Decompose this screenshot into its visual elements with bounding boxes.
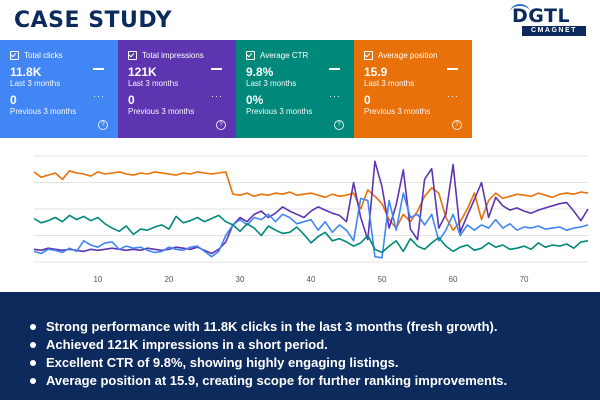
- series-line-total-clicks[interactable]: [33, 192, 589, 259]
- help-icon[interactable]: ?: [98, 120, 108, 130]
- card-period: Last 3 months: [246, 79, 297, 88]
- x-tick-label: 50: [378, 275, 387, 284]
- x-tick-label: 60: [449, 275, 458, 284]
- card-average-ctr[interactable]: Average CTR 9.8% Last 3 months 0% Previo…: [236, 40, 354, 138]
- brand-logo: DGTL CMAGNET: [510, 4, 588, 36]
- card-period: Last 3 months: [128, 79, 179, 88]
- x-tick-label: 20: [164, 275, 173, 284]
- card-prev-value: 0: [128, 93, 135, 107]
- help-icon[interactable]: ?: [334, 120, 344, 130]
- series-line-total-impressions[interactable]: [33, 160, 589, 255]
- card-value: 11.8K: [10, 65, 42, 79]
- help-icon[interactable]: ?: [452, 120, 462, 130]
- highlights-panel: [0, 292, 600, 400]
- trend-dots-icon: ···: [93, 91, 105, 101]
- card-prev-period: Previous 3 months: [364, 107, 431, 116]
- page-title: CASE STUDY: [14, 8, 173, 33]
- card-period: Last 3 months: [364, 79, 415, 88]
- performance-chart[interactable]: 10 20 30 40 50 60 70: [30, 152, 600, 288]
- trend-dots-icon: ···: [447, 91, 459, 101]
- x-tick-label: 70: [520, 275, 529, 284]
- trend-dots-icon: ···: [329, 91, 341, 101]
- card-prev-value: 0: [364, 93, 371, 107]
- card-total-impressions[interactable]: Total impressions 121K Last 3 months 0 P…: [118, 40, 236, 138]
- trend-dash-icon: [93, 68, 104, 70]
- card-label: Total clicks: [24, 50, 63, 60]
- card-prev-value: 0%: [246, 93, 264, 107]
- trend-dots-icon: ···: [211, 91, 223, 101]
- card-label: Total impressions: [142, 50, 204, 60]
- card-value: 15.9: [364, 65, 388, 79]
- card-label: Average position: [378, 50, 438, 60]
- logo-subtext: CMAGNET: [522, 26, 586, 36]
- card-average-position[interactable]: Average position 15.9 Last 3 months 0 Pr…: [354, 40, 472, 138]
- checkbox-icon[interactable]: [364, 50, 373, 60]
- checkbox-icon[interactable]: [128, 50, 137, 60]
- series-line-average-ctr[interactable]: [33, 214, 589, 254]
- logo-arc-icon: [510, 4, 530, 20]
- card-prev-value: 0: [10, 93, 17, 107]
- card-label: Average CTR: [260, 50, 309, 60]
- highlight-item: Achieved 121K impressions in a short per…: [28, 336, 507, 354]
- x-tick-label: 40: [307, 275, 316, 284]
- highlight-item: Strong performance with 11.8K clicks in …: [28, 318, 507, 336]
- trend-dash-icon: [329, 68, 340, 70]
- highlight-item: Average position at 15.9, creating scope…: [28, 372, 507, 390]
- series-line-average-position[interactable]: [33, 169, 589, 231]
- card-total-clicks[interactable]: Total clicks 11.8K Last 3 months 0 Previ…: [0, 40, 118, 138]
- card-period: Last 3 months: [10, 79, 61, 88]
- card-value: 9.8%: [246, 65, 274, 79]
- logo-text: DGTL: [512, 5, 571, 27]
- card-prev-period: Previous 3 months: [246, 107, 313, 116]
- help-icon[interactable]: ?: [216, 120, 226, 130]
- x-tick-label: 30: [236, 275, 245, 284]
- card-prev-period: Previous 3 months: [10, 107, 77, 116]
- x-tick-label: 10: [93, 275, 102, 284]
- card-prev-period: Previous 3 months: [128, 107, 195, 116]
- trend-dash-icon: [447, 68, 458, 70]
- highlight-item: Excellent CTR of 9.8%, showing highly en…: [28, 354, 507, 372]
- trend-dash-icon: [211, 68, 222, 70]
- checkbox-icon[interactable]: [10, 50, 19, 60]
- highlights-list: Strong performance with 11.8K clicks in …: [28, 318, 507, 390]
- checkbox-icon[interactable]: [246, 50, 255, 60]
- card-value: 121K: [128, 65, 157, 79]
